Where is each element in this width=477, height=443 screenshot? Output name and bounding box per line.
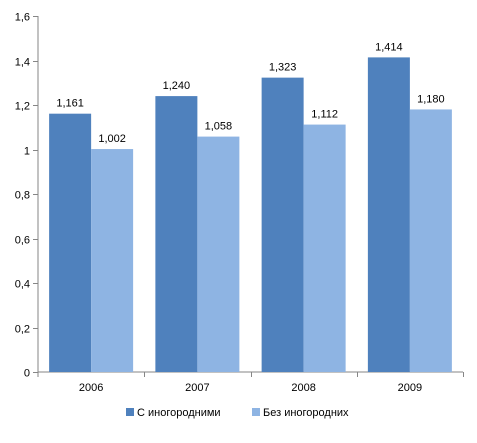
legend-label: Без иногородних [263,407,349,419]
data-label: 1,180 [417,93,445,105]
x-tick-label: 2008 [291,382,315,394]
legend-swatch-1 [126,408,134,416]
data-label: 1,414 [375,41,403,53]
x-tick-label: 2009 [398,382,422,394]
bar-without-nonresidents [303,124,346,372]
bar-without-nonresidents [91,149,134,372]
y-tick-label: 0,6 [15,235,30,247]
y-tick-label: 1 [24,146,30,158]
y-tick-label: 0,8 [15,190,30,202]
legend-swatch-2 [252,408,260,416]
x-tick-label: 2006 [79,382,103,394]
bar-with-nonresidents [49,113,92,373]
bar-with-nonresidents [367,57,410,372]
data-label: 1,058 [205,121,233,133]
bar-with-nonresidents [261,77,304,372]
data-label: 1,323 [269,62,297,74]
data-label: 1,240 [163,80,191,92]
x-tick-label: 2007 [185,382,209,394]
y-tick-label: 1,6 [15,12,30,24]
data-label: 1,002 [98,133,126,145]
data-label: 1,161 [56,98,84,110]
legend-label: С иногородними [137,407,221,419]
y-tick-label: 1,2 [15,101,30,113]
bar-without-nonresidents [197,136,240,372]
y-tick-label: 0 [24,368,30,380]
y-tick-label: 1,4 [15,57,30,69]
y-tick-label: 0,4 [15,279,30,291]
data-label: 1,112 [311,109,338,121]
y-tick-label: 0,2 [15,324,30,336]
bar-with-nonresidents [155,96,198,372]
bar-without-nonresidents [409,109,452,372]
